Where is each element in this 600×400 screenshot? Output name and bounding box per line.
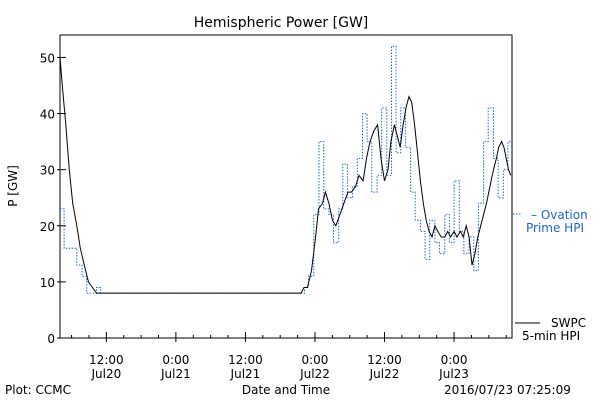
legend-ovation-label-line1: – Ovation bbox=[531, 208, 588, 222]
x-axis: 12:00Jul200:00Jul2112:00Jul210:00Jul2212… bbox=[71, 332, 507, 381]
legend-swpc-label-line1: SWPC bbox=[551, 316, 586, 330]
legend-ovation-label-line2: Prime HPI bbox=[526, 221, 584, 235]
y-axis-label: P [GW] bbox=[6, 165, 20, 207]
y-tick-label: 50 bbox=[40, 51, 55, 65]
plot-timestamp: 2016/07/23 07:25:09 bbox=[444, 383, 571, 397]
chart-title: Hemispheric Power [GW] bbox=[194, 15, 369, 31]
plot-credit: Plot: CCMC bbox=[5, 383, 71, 397]
series-line-ovation-prime bbox=[60, 45, 512, 294]
x-tick-date-label: Jul23 bbox=[438, 367, 469, 381]
series-line-swpc bbox=[59, 57, 512, 294]
y-tick-label: 0 bbox=[47, 332, 55, 346]
plot-frame bbox=[59, 34, 513, 339]
x-tick-time-label: 0:00 bbox=[301, 353, 328, 367]
x-tick-date-label: Jul22 bbox=[369, 367, 400, 381]
y-tick-label: 30 bbox=[40, 164, 55, 178]
x-tick-time-label: 12:00 bbox=[228, 353, 263, 367]
x-axis-label: Date and Time bbox=[242, 383, 330, 397]
x-tick-time-label: 0:00 bbox=[162, 353, 189, 367]
x-tick-date-label: Jul21 bbox=[230, 367, 261, 381]
legend-swpc-label-line2: 5-min HPI bbox=[522, 329, 580, 343]
y-tick-label: 10 bbox=[40, 276, 55, 290]
y-tick-label: 20 bbox=[40, 220, 55, 234]
x-tick-date-label: Jul20 bbox=[90, 367, 121, 381]
y-tick-label: 40 bbox=[40, 108, 55, 122]
y-axis: 0 10 20 30 40 50 bbox=[40, 51, 66, 346]
x-tick-time-label: 0:00 bbox=[441, 353, 468, 367]
x-tick-time-label: 12:00 bbox=[89, 353, 124, 367]
x-tick-date-label: Jul22 bbox=[299, 367, 330, 381]
series-layer bbox=[59, 45, 512, 294]
x-tick-time-label: 12:00 bbox=[367, 353, 402, 367]
x-tick-date-label: Jul21 bbox=[160, 367, 191, 381]
